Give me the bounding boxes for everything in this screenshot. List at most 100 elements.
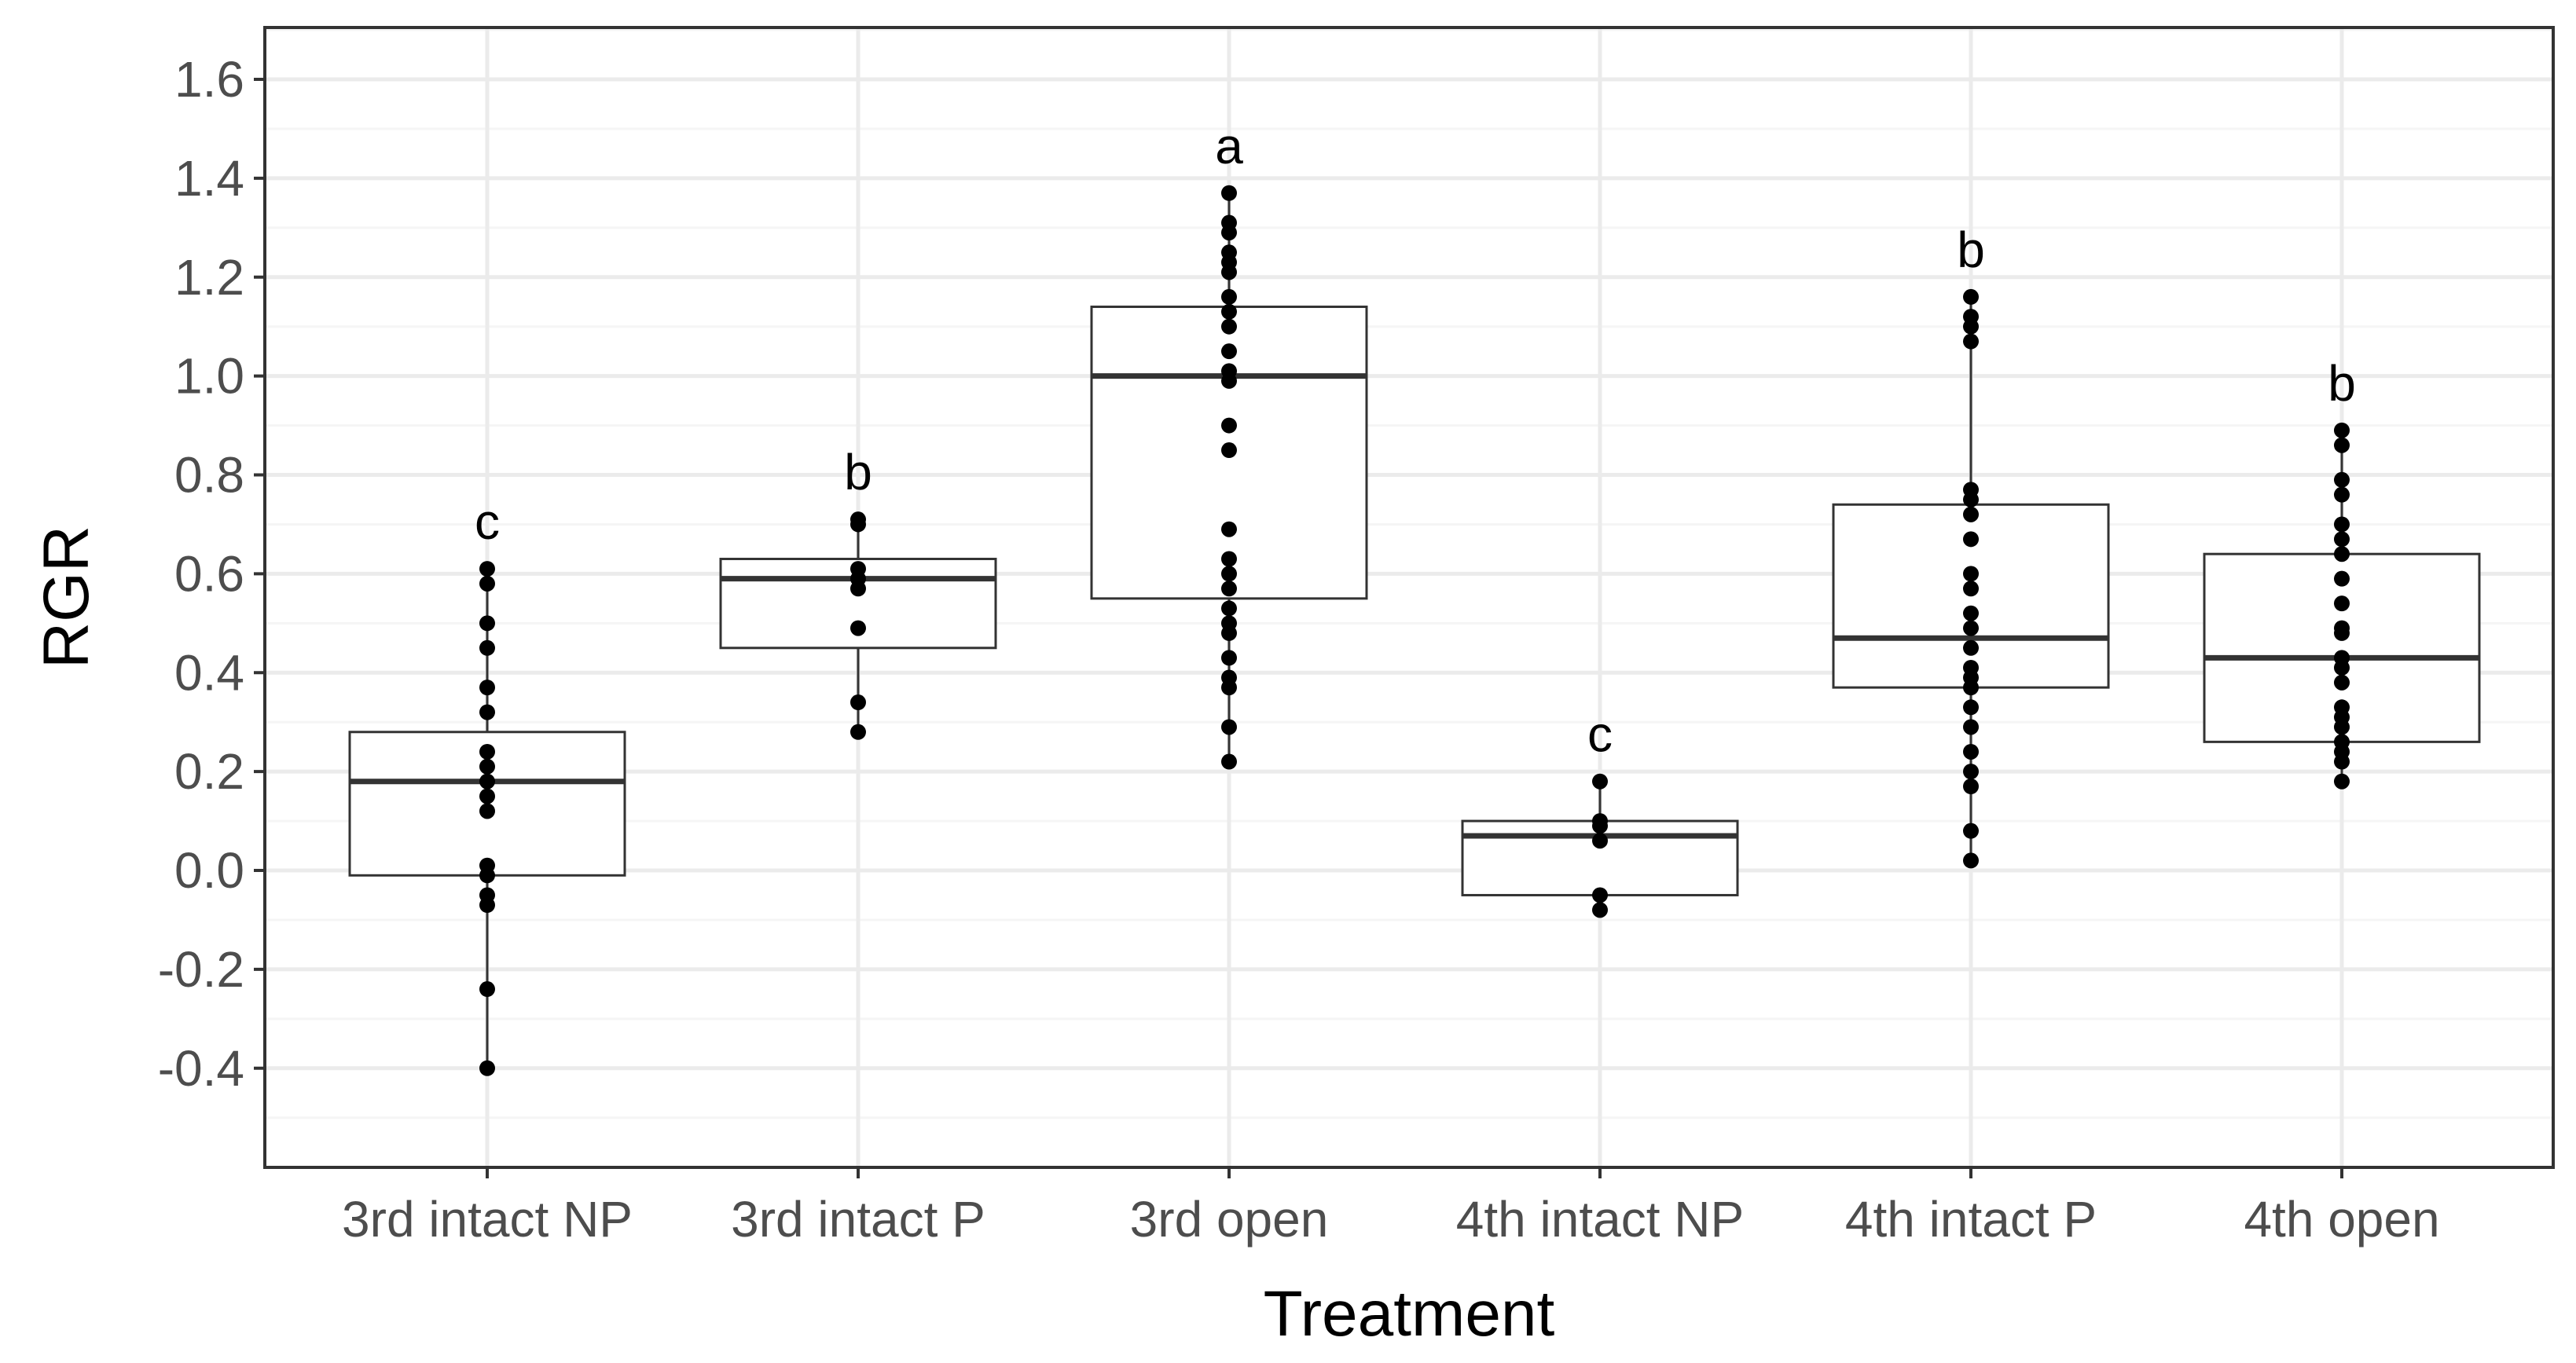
- y-tick-label: 1.4: [174, 150, 244, 207]
- y-tick-label: 0.6: [174, 545, 244, 602]
- significance-letter: b: [1957, 222, 1985, 278]
- data-point: [2334, 595, 2350, 612]
- data-point: [1963, 318, 1979, 335]
- y-tick-label: 0.4: [174, 644, 244, 701]
- data-point: [1963, 852, 1979, 869]
- data-point: [479, 680, 495, 696]
- x-tick-label: 3rd intact P: [731, 1191, 985, 1248]
- data-point: [1592, 818, 1608, 834]
- significance-letters: c b a c b b: [475, 118, 2356, 763]
- data-point: [1963, 764, 1979, 780]
- data-point: [2334, 422, 2350, 438]
- significance-letter: b: [844, 444, 872, 500]
- data-point: [479, 803, 495, 819]
- data-point: [1592, 887, 1608, 903]
- data-point: [2334, 674, 2350, 691]
- x-axis-title: Treatment: [1264, 1278, 1555, 1350]
- data-point: [850, 581, 866, 597]
- grid-lines: [265, 27, 2553, 1167]
- data-point: [2334, 570, 2350, 587]
- y-tick-label: 1.6: [174, 51, 244, 108]
- data-point: [479, 743, 495, 760]
- data-point: [1221, 680, 1237, 696]
- data-point: [1221, 303, 1237, 320]
- data-point: [850, 620, 866, 636]
- axes: -0.4 -0.2 0.0 0.2 0.4 0.6 0.8 1.0 1.2 1.4 1.6 3rd i…: [158, 51, 2440, 1248]
- data-point: [1963, 823, 1979, 839]
- data-point: [2334, 753, 2350, 770]
- data-point: [479, 981, 495, 998]
- y-tick-label: -0.4: [158, 1040, 244, 1097]
- data-point: [1221, 264, 1237, 280]
- data-point: [479, 575, 495, 592]
- data-point: [1963, 699, 1979, 716]
- data-point: [479, 897, 495, 914]
- data-point: [479, 639, 495, 656]
- data-point: [479, 561, 495, 577]
- data-point: [2334, 516, 2350, 533]
- data-point: [1592, 833, 1608, 849]
- data-point: [1221, 318, 1237, 335]
- data-point: [1221, 442, 1237, 459]
- data-point: [2334, 625, 2350, 641]
- data-point: [850, 516, 866, 533]
- data-point: [1221, 600, 1237, 617]
- data-point: [2334, 546, 2350, 562]
- data-point: [2334, 486, 2350, 503]
- data-point: [479, 1060, 495, 1076]
- data-point: [1963, 566, 1979, 582]
- x-tick-label: 4th intact P: [1845, 1191, 2097, 1248]
- y-tick-label: 1.0: [174, 348, 244, 405]
- data-point: [1221, 185, 1237, 201]
- data-point: [1221, 343, 1237, 360]
- data-point: [2334, 773, 2350, 790]
- y-tick-label: -0.2: [158, 941, 244, 998]
- data-point: [479, 615, 495, 632]
- x-tick-label: 3rd intact NP: [342, 1191, 633, 1248]
- data-point: [2334, 531, 2350, 548]
- x-tick-label: 4th open: [2244, 1191, 2439, 1248]
- data-point: [1963, 288, 1979, 305]
- data-point: [1963, 581, 1979, 597]
- data-point: [1592, 902, 1608, 918]
- significance-letter: c: [1587, 706, 1613, 763]
- data-point: [1221, 719, 1237, 735]
- significance-letter: c: [475, 493, 500, 550]
- data-point: [1963, 620, 1979, 636]
- data-point: [1963, 333, 1979, 350]
- data-point: [1221, 551, 1237, 567]
- y-tick-label: 1.2: [174, 249, 244, 306]
- significance-letter: a: [1215, 118, 1243, 174]
- data-point: [479, 773, 495, 790]
- data-point: [850, 724, 866, 740]
- y-tick-label: 0.2: [174, 743, 244, 800]
- panel-background: [265, 27, 2553, 1167]
- data-point: [1963, 531, 1979, 548]
- data-point: [479, 704, 495, 720]
- data-point: [1221, 650, 1237, 666]
- data-point: [479, 867, 495, 884]
- data-point: [1221, 581, 1237, 597]
- x-tick-label: 3rd open: [1130, 1191, 1329, 1248]
- data-point: [1963, 506, 1979, 522]
- data-point: [1221, 753, 1237, 770]
- y-tick-label: 0.0: [174, 842, 244, 899]
- data-point: [1963, 680, 1979, 696]
- data-point: [1963, 779, 1979, 795]
- panel-border: [263, 26, 2555, 1169]
- data-point: [2334, 437, 2350, 453]
- data-point: [479, 788, 495, 804]
- data-point: [2334, 659, 2350, 676]
- data-point: [1221, 417, 1237, 434]
- data-point: [1221, 372, 1237, 389]
- data-point: [1963, 491, 1979, 507]
- x-tick-label: 4th intact NP: [1456, 1191, 1744, 1248]
- data-points: [479, 185, 2350, 1076]
- y-axis-title: RGR: [31, 526, 102, 669]
- data-point: [2334, 471, 2350, 488]
- data-point: [1963, 743, 1979, 760]
- data-point: [850, 694, 866, 711]
- y-tick-label: 0.8: [174, 447, 244, 504]
- data-point: [1221, 225, 1237, 241]
- data-point: [1221, 625, 1237, 641]
